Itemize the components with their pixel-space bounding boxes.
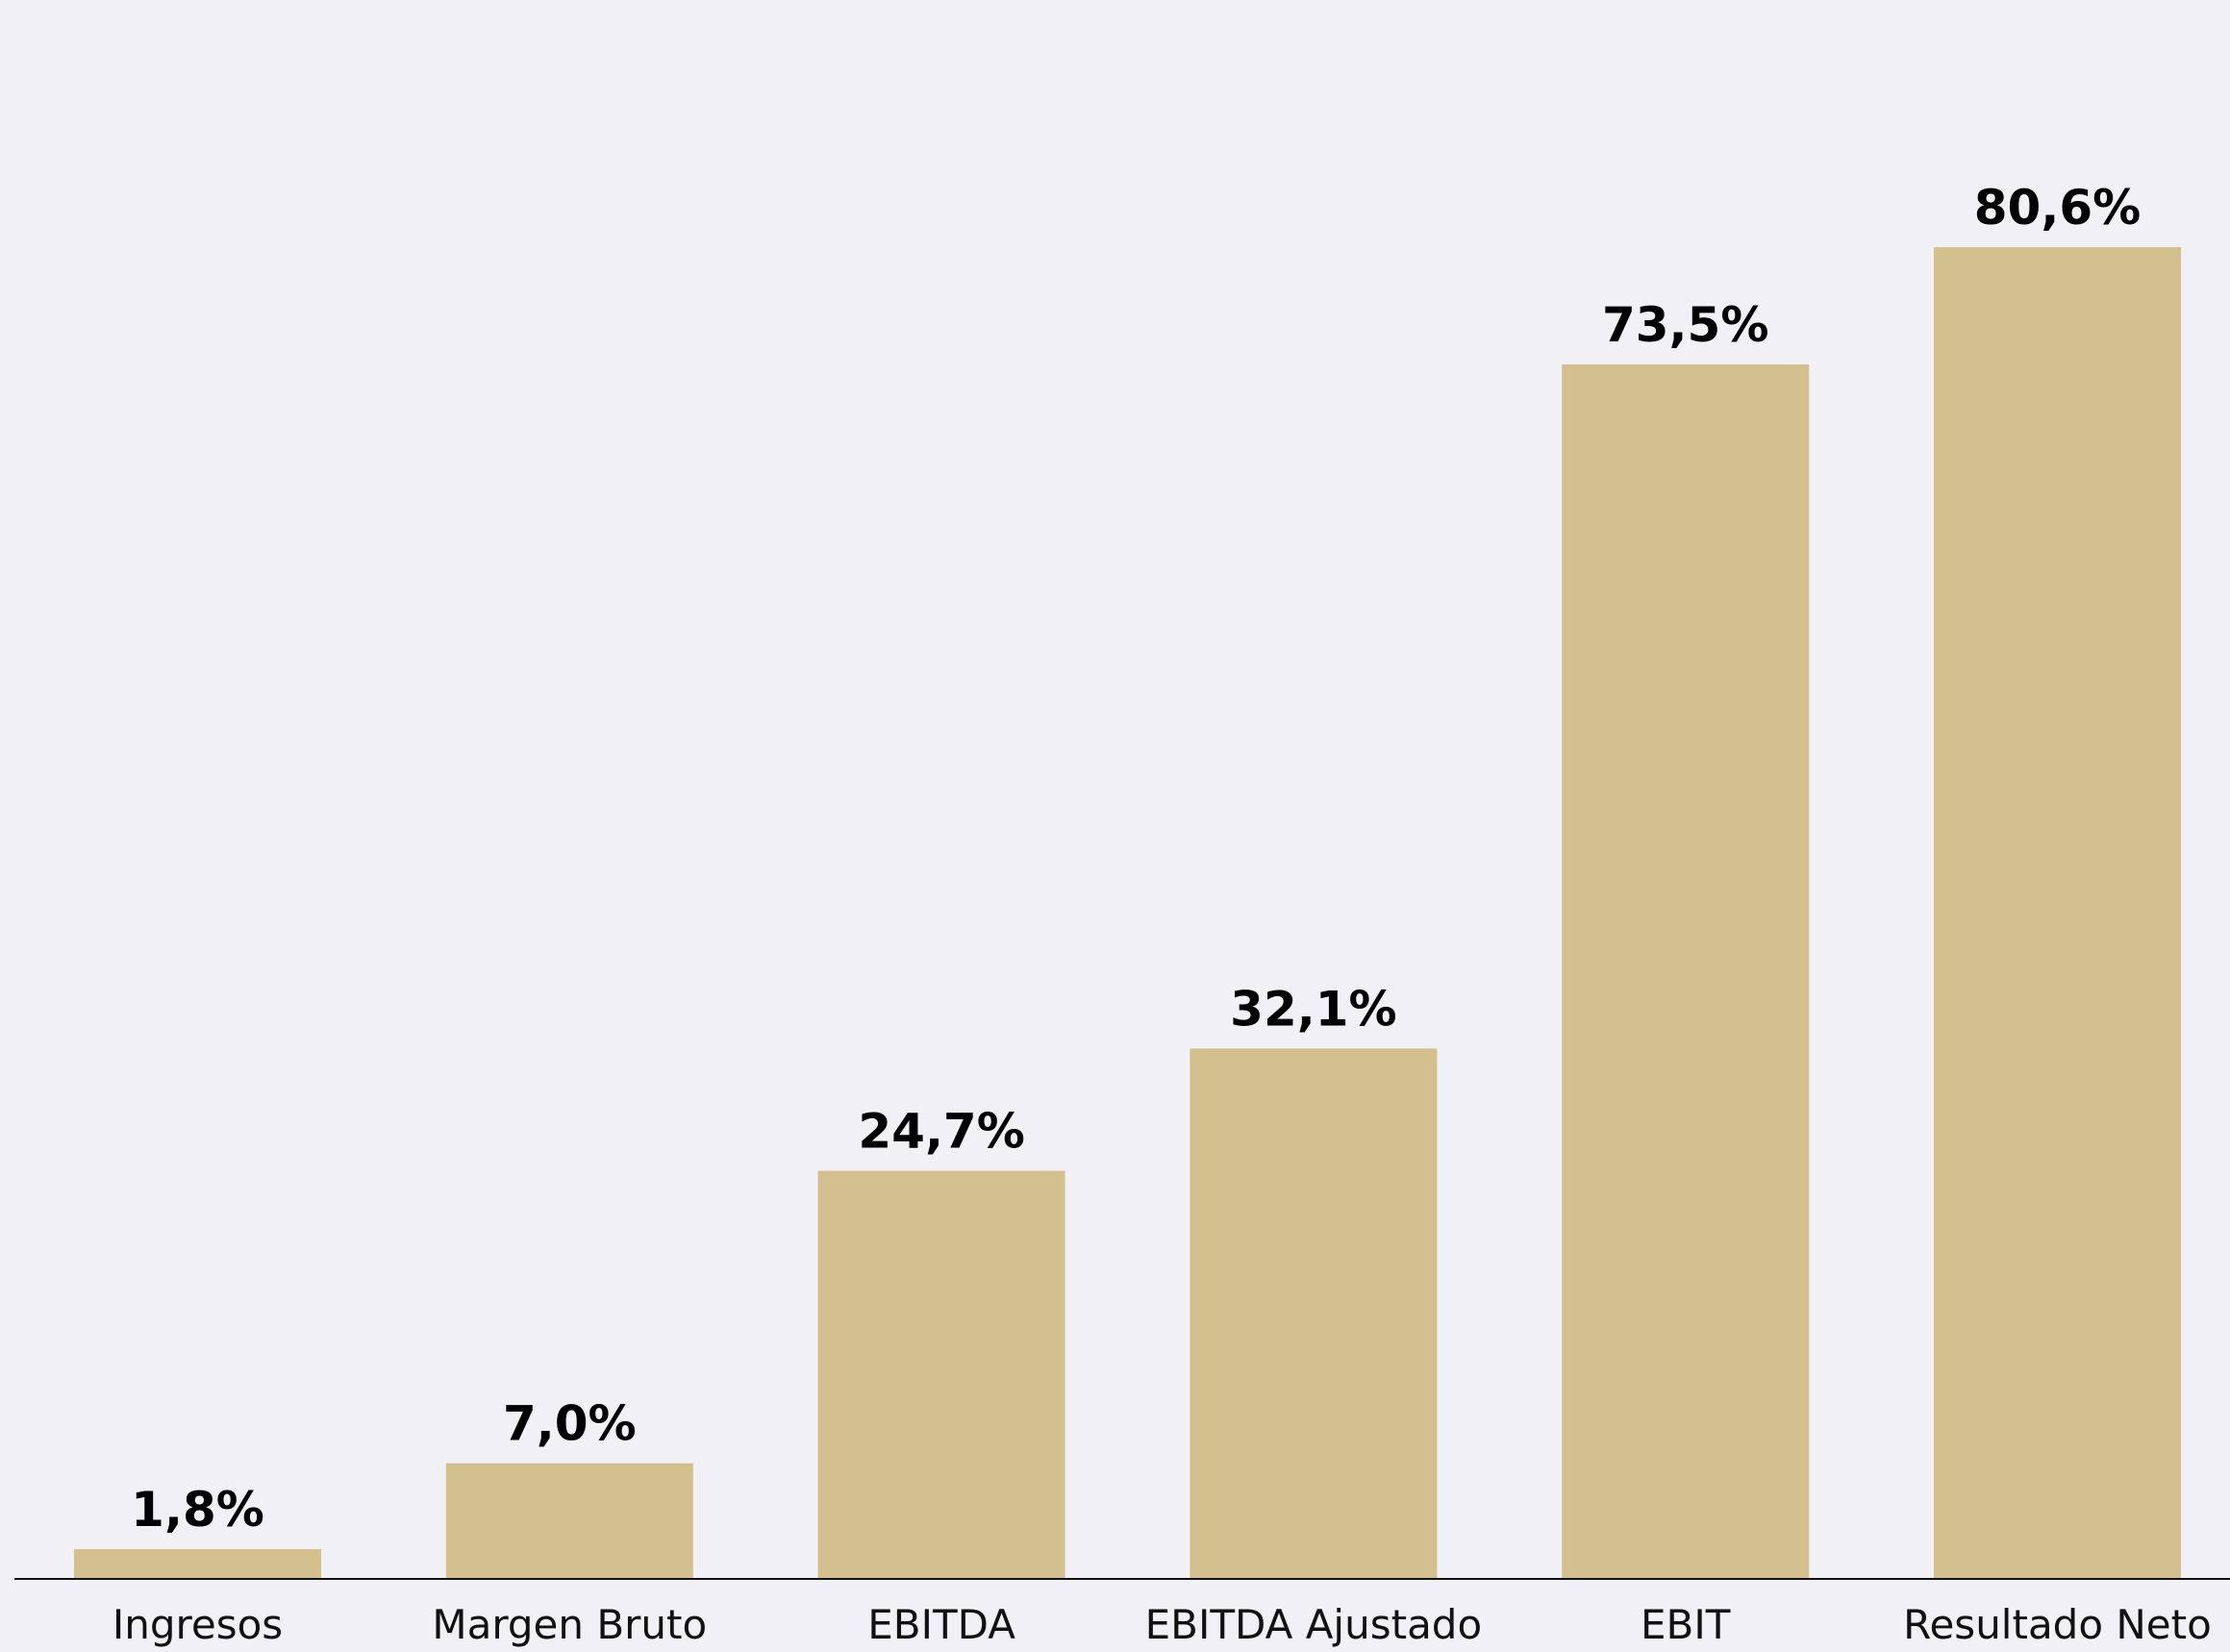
x-tick-label: Resultado Neto xyxy=(1903,1601,2212,1648)
bar xyxy=(1190,1048,1438,1579)
x-tick-label: EBITDA Ajustado xyxy=(1145,1601,1483,1648)
x-tick-label: Ingresos xyxy=(113,1601,283,1648)
value-label: 7,0% xyxy=(503,1396,637,1452)
value-label: 73,5% xyxy=(1602,297,1768,353)
bar xyxy=(445,1463,693,1579)
x-tick-label: Margen Bruto xyxy=(432,1601,707,1648)
value-label: 24,7% xyxy=(858,1104,1024,1160)
value-label: 32,1% xyxy=(1230,981,1396,1037)
x-tick-label: EBITDA xyxy=(867,1601,1015,1648)
bar xyxy=(1934,247,2181,1579)
x-tick-label: EBIT xyxy=(1641,1601,1731,1648)
value-label: 80,6% xyxy=(1974,180,2141,236)
value-label: 1,8% xyxy=(131,1482,264,1538)
bar xyxy=(817,1170,1065,1579)
bar xyxy=(1562,364,1810,1580)
bar xyxy=(74,1549,321,1579)
